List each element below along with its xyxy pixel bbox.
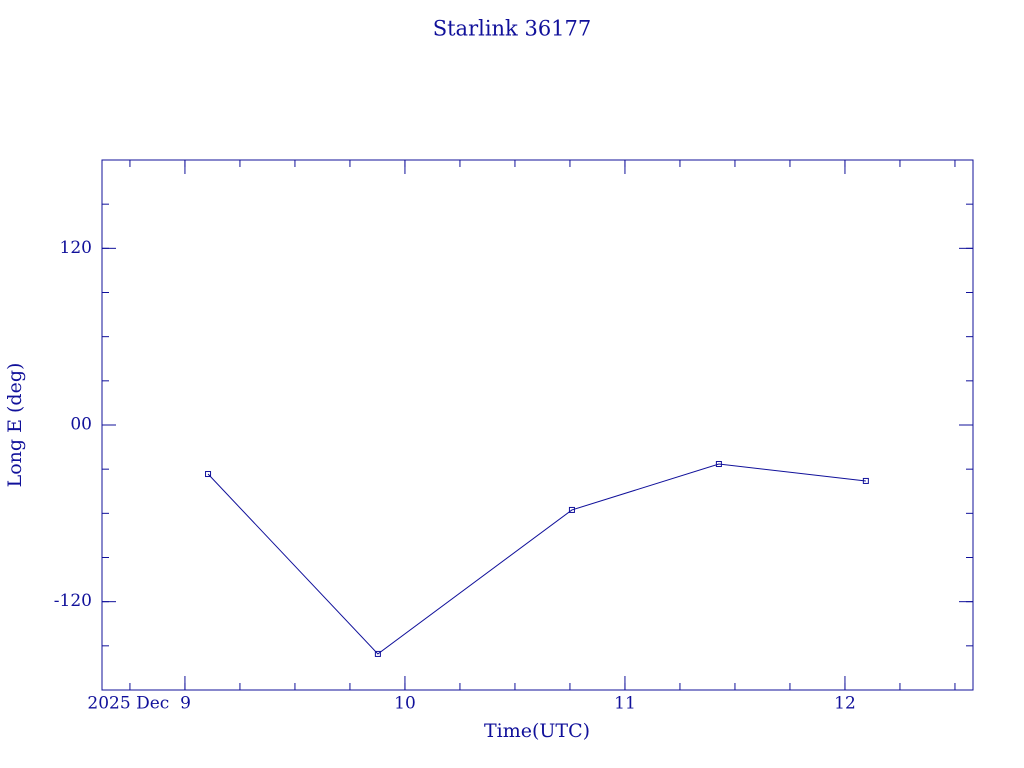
data-line — [207, 463, 866, 655]
data-point — [862, 477, 869, 484]
y-tick-label: 120 — [60, 238, 92, 258]
chart-title: Starlink 36177 — [433, 17, 592, 41]
y-tick-label: 00 — [70, 415, 92, 435]
data-point — [715, 461, 722, 468]
y-axis-label: Long E (deg) — [4, 363, 26, 488]
x-tick-label: 11 — [614, 694, 636, 714]
x-tick-label: 2025 Dec 9 — [87, 694, 191, 714]
data-point — [374, 650, 381, 657]
x-tick-label: 10 — [394, 694, 416, 714]
data-point — [205, 471, 212, 478]
x-axis-label: Time(UTC) — [484, 720, 590, 742]
y-tick-label: -120 — [54, 591, 92, 611]
data-point — [568, 506, 575, 513]
x-tick-label: 12 — [834, 694, 856, 714]
